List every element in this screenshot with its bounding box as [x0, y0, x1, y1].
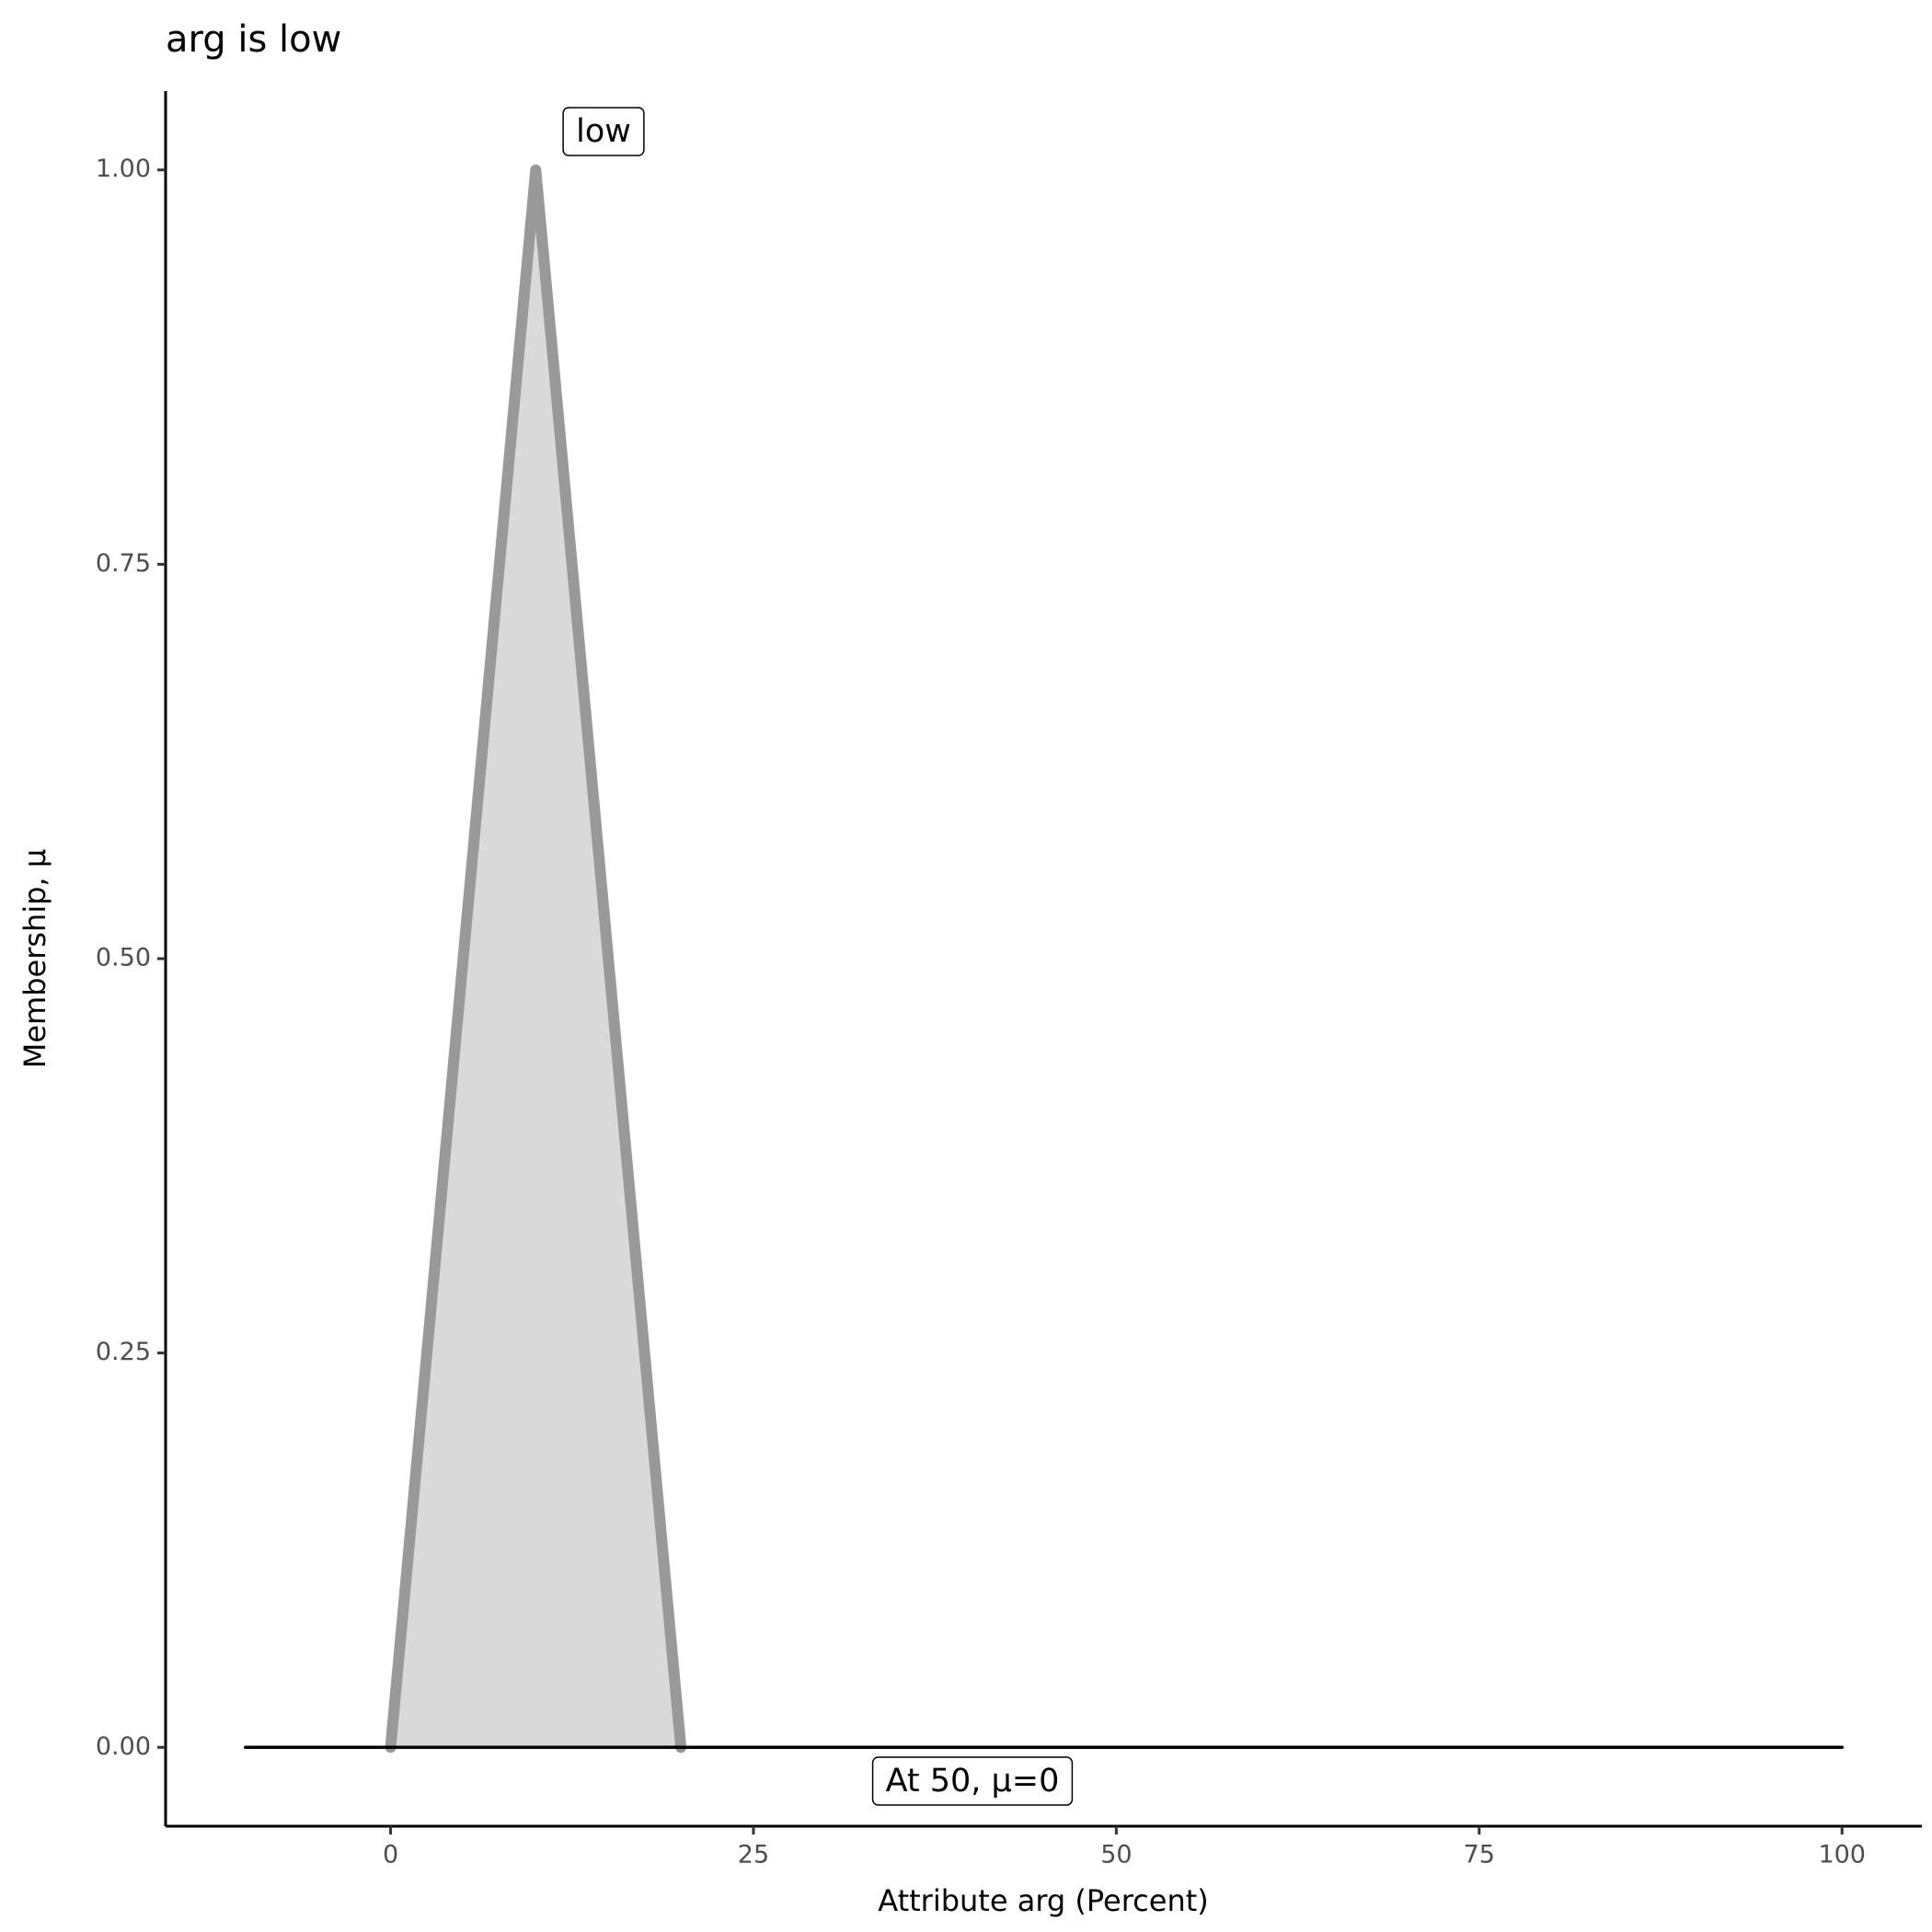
- x-axis-title: Attribute arg (Percent): [878, 1883, 1209, 1918]
- series-label: low: [576, 113, 631, 150]
- area: [390, 169, 682, 1748]
- x-tick-label: 75: [1464, 1841, 1495, 1869]
- y-tick-label: 0.25: [96, 1338, 151, 1366]
- y-tick-label: 0.00: [96, 1732, 151, 1761]
- series-label: At 50, μ=0: [886, 1763, 1060, 1800]
- chart-title: arg is low: [166, 18, 341, 61]
- x-tick-label: 100: [1818, 1841, 1866, 1869]
- line: [385, 164, 687, 1754]
- label-box: [871, 1756, 1074, 1806]
- x-tick-label: 25: [738, 1841, 769, 1869]
- y-tick-label: 0.50: [96, 944, 151, 972]
- y-axis-title: Membership, μ: [17, 849, 52, 1068]
- y-tick-label: 1.00: [96, 155, 151, 183]
- x-tick-label: 50: [1100, 1841, 1132, 1869]
- x-tick-label: 0: [383, 1841, 398, 1869]
- y-tick-label: 0.75: [96, 549, 151, 578]
- label-box: [562, 107, 645, 156]
